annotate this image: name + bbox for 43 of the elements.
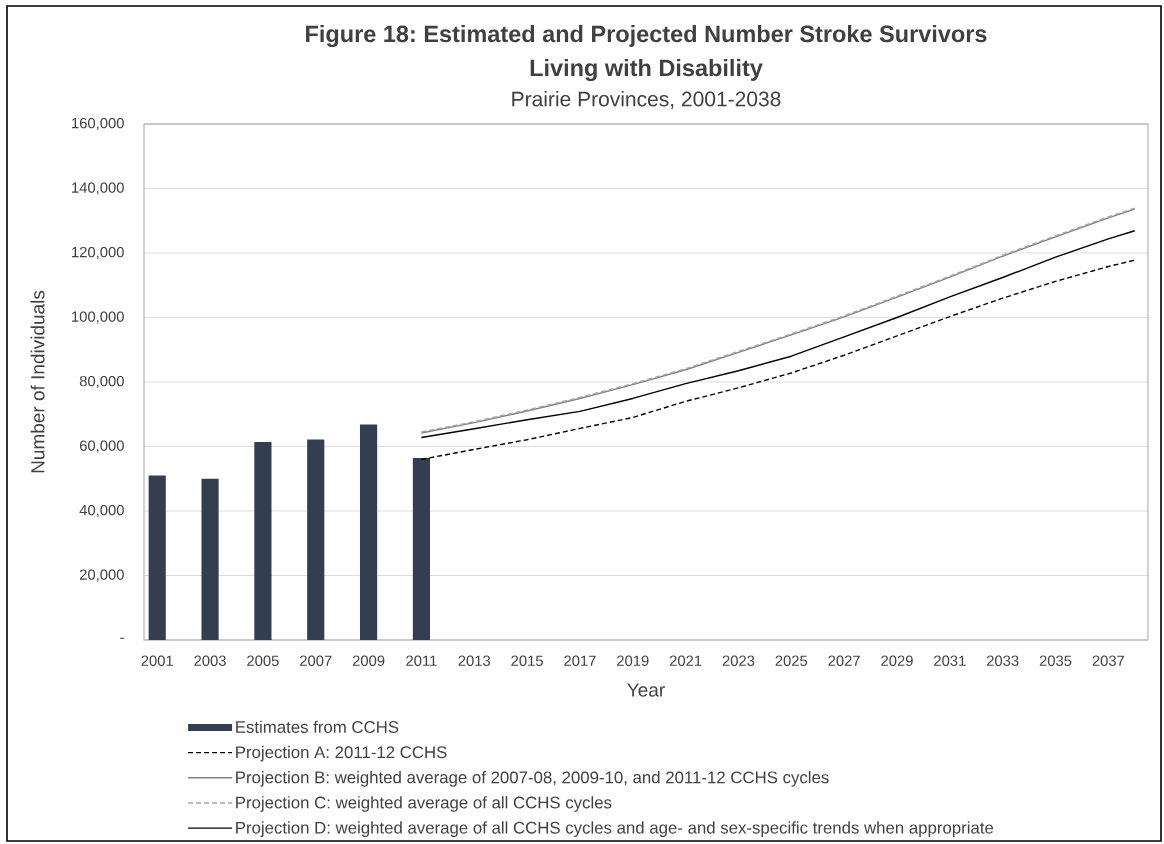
x-tick-label: 2001 [141, 655, 173, 667]
x-tick-label: 2003 [194, 655, 226, 667]
y-tick-label: 60,000 [79, 440, 124, 453]
x-tick-label: 2013 [458, 655, 491, 667]
bar [148, 475, 166, 640]
chart-subtitle: Prairie Provinces, 2001-2038 [512, 91, 781, 109]
x-tick-label: 2029 [881, 655, 913, 667]
legend-label: Estimates from CCHS [236, 720, 399, 733]
x-tick-label: 2027 [828, 655, 860, 667]
y-tick-label: 120,000 [72, 246, 124, 260]
bar [201, 478, 219, 640]
y-axis-title: Number of Individuals [30, 290, 45, 473]
y-tick-label: - [120, 637, 124, 639]
y-tick-label: 20,000 [79, 569, 124, 582]
x-tick-label: 2025 [775, 655, 808, 667]
y-tick-label: 140,000 [72, 182, 124, 195]
legend-label: Projection C: weighted average of all CCHS cycles [236, 796, 612, 812]
legend-label: Projection D: weighted average of all CCHS cycles and age- and sex-specific trends when appropriate [236, 821, 994, 837]
bar [359, 424, 378, 640]
chart-title: Figure 18: Estimated and Projected Number Stroke Survivors Living with Disability [306, 25, 987, 81]
x-tick-label: 2035 [1039, 655, 1072, 667]
x-tick-label: 2037 [1092, 655, 1125, 667]
x-tick-label: 2009 [352, 655, 385, 667]
x-tick-label: 2007 [300, 655, 332, 667]
x-tick-label: 2019 [617, 655, 649, 667]
bar [254, 441, 272, 640]
x-tick-label: 2021 [669, 655, 702, 667]
x-tick-label: 2005 [247, 655, 279, 667]
x-tick-label: 2023 [722, 655, 755, 667]
x-tick-label: 2017 [564, 655, 596, 667]
y-tick-label: 40,000 [79, 504, 124, 518]
y-tick-label: 80,000 [79, 375, 124, 389]
bar [307, 439, 325, 640]
x-tick-label: 2031 [934, 655, 966, 667]
legend-label: Projection B: weighted average of 2007-08, 2009-10, and 2011-12 CCHS cycles [236, 770, 829, 787]
y-tick-label: 160,000 [72, 117, 124, 131]
x-tick-label: 2015 [511, 655, 543, 667]
bar [412, 458, 430, 640]
x-tick-label: 2033 [986, 655, 1019, 667]
x-tick-label: 2011 [406, 655, 437, 667]
y-tick-label: 100,000 [72, 311, 124, 324]
legend-label: Projection A: 2011-12 CCHS [236, 745, 447, 762]
x-axis-title: Year [627, 683, 665, 697]
